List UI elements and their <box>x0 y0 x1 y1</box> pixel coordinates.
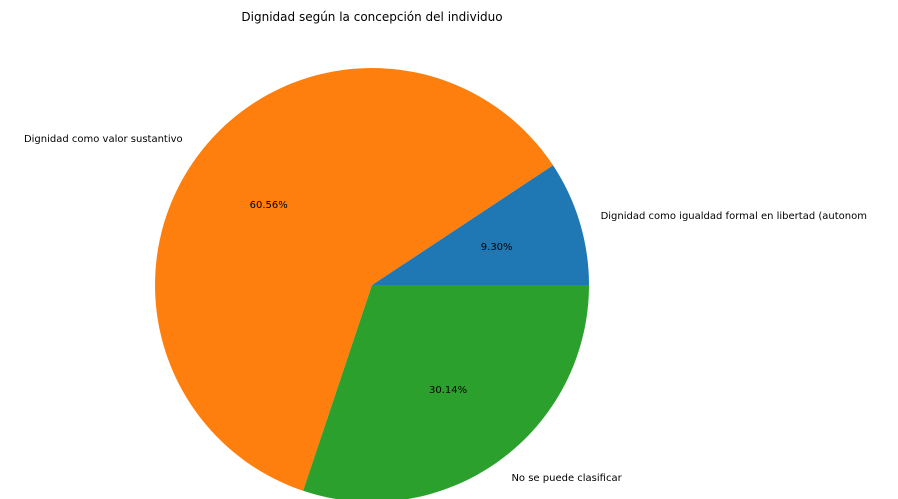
slice-percent-2: 60.56% <box>250 200 288 211</box>
pie-slice-2 <box>155 68 553 491</box>
pie-slice-3 <box>303 285 589 499</box>
pie-slice-1 <box>372 165 589 285</box>
slice-label-3: No se puede clasificar <box>511 473 622 484</box>
slice-percent-1: 9.30% <box>481 242 513 253</box>
slice-label-2: Dignidad como valor sustantivo <box>24 134 183 145</box>
chart-title: Dignidad según la concepción del individ… <box>241 10 502 24</box>
pie-slices <box>155 68 589 499</box>
pie-labels: Dignidad como igualdad formal en liberta… <box>24 134 867 484</box>
slice-label-1: Dignidad como igualdad formal en liberta… <box>601 211 867 222</box>
slice-percent-3: 30.14% <box>429 385 467 396</box>
